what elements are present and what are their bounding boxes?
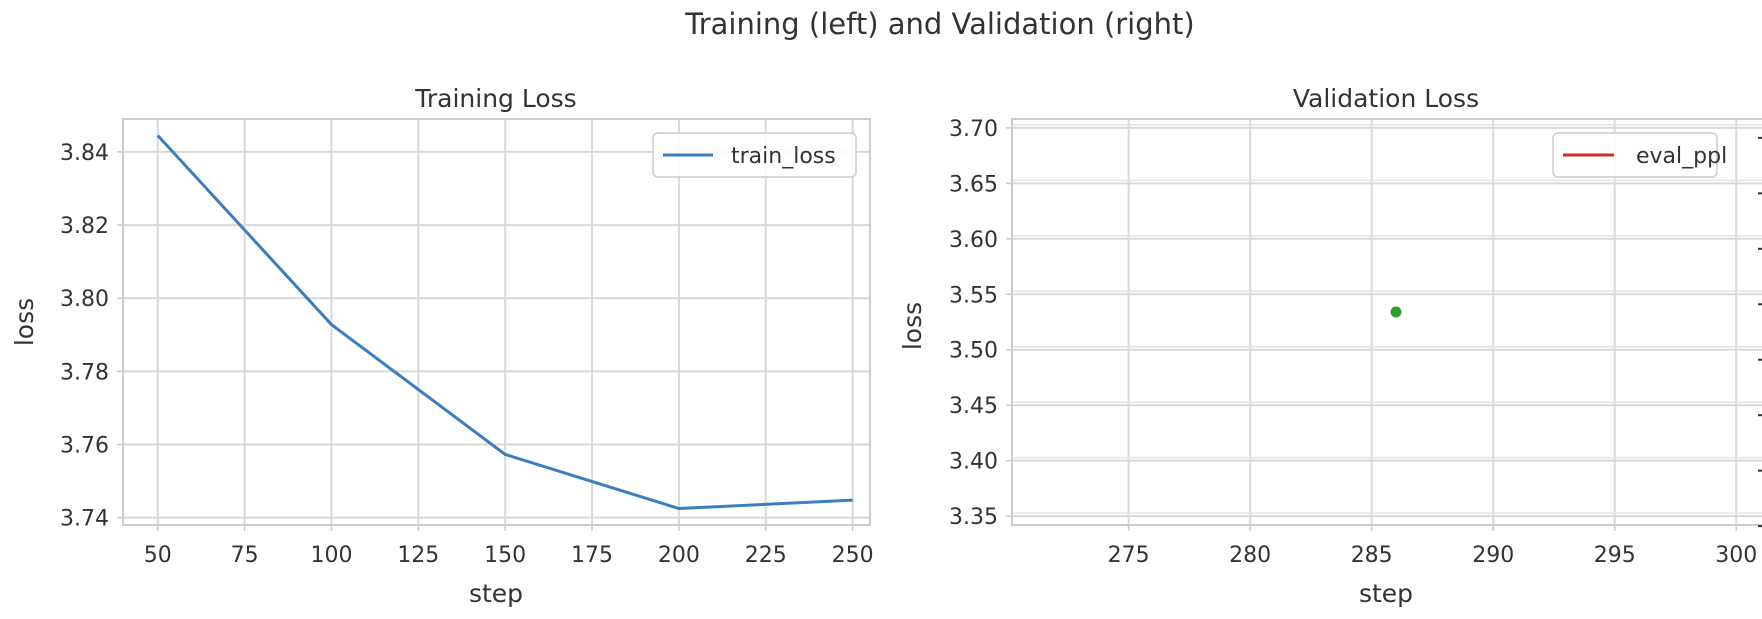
validation-ytick-label: 3.35 xyxy=(949,505,998,530)
validation-series xyxy=(1390,306,1402,318)
validation-xtick-label: 285 xyxy=(1351,543,1393,568)
validation-xtick-label: 295 xyxy=(1594,543,1636,568)
eval-ppl-legend-label: eval_ppl xyxy=(1636,144,1727,169)
validation-ylabel: loss xyxy=(898,302,927,350)
train-loss-line xyxy=(156,134,853,511)
validation-ytick-label: 3.55 xyxy=(949,283,998,308)
training-ytick-label: 3.78 xyxy=(60,360,109,385)
validation-gridlines xyxy=(1012,119,1762,525)
validation-tick-labels: 275 280 285 290 295 300 3.35 3.40 3.45 3.50 3.55 3.… xyxy=(949,117,1757,568)
figure-suptitle: Training (left) and Validation (right) xyxy=(684,7,1194,41)
training-ytick-label: 3.76 xyxy=(60,434,109,459)
validation-xtick-label: 280 xyxy=(1229,543,1271,568)
training-xtick-label: 100 xyxy=(310,543,352,568)
validation-plot-frame xyxy=(1011,118,1762,526)
validation-loss-panel: 275 280 285 290 295 300 3.35 3.40 3.45 3.50 3.55 3.… xyxy=(898,84,1762,608)
training-loss-panel: 50 75 100 125 150 175 200 225 250 3.74 3.76 3.78 3.8… xyxy=(10,84,874,608)
training-xtick-label: 225 xyxy=(745,543,787,568)
training-plot-frame xyxy=(122,118,871,526)
validation-ytick-label: 3.65 xyxy=(949,172,998,197)
eval-loss-point xyxy=(1390,306,1402,318)
validation-xtick-label: 290 xyxy=(1472,543,1514,568)
training-gridlines xyxy=(123,119,870,525)
training-ytick-label: 3.74 xyxy=(60,507,109,532)
training-xtick-label: 50 xyxy=(144,543,172,568)
validation-title: Validation Loss xyxy=(1293,84,1479,113)
training-xtick-label: 75 xyxy=(231,543,259,568)
validation-xtick-label: 300 xyxy=(1715,543,1757,568)
validation-ytick-label: 3.60 xyxy=(949,228,998,253)
validation-ytick-label: 3.50 xyxy=(949,339,998,364)
validation-xtick-label: 275 xyxy=(1108,543,1150,568)
validation-ytick-label: 3.70 xyxy=(949,117,998,142)
validation-ytick-label: 3.45 xyxy=(949,394,998,419)
training-plot-area xyxy=(123,119,870,525)
training-xtick-label: 150 xyxy=(484,543,526,568)
training-legend: train_loss xyxy=(652,132,857,178)
training-title: Training Loss xyxy=(414,84,576,113)
training-legend-box xyxy=(652,132,857,178)
training-xtick-label: 125 xyxy=(397,543,439,568)
validation-right-axis-stubs xyxy=(1758,136,1762,528)
training-xtick-label: 175 xyxy=(571,543,613,568)
training-ytick-label: 3.84 xyxy=(60,141,109,166)
validation-legend-box xyxy=(1552,132,1718,178)
validation-xlabel: step xyxy=(1359,579,1413,608)
training-xtick-label: 250 xyxy=(832,543,874,568)
training-ylabel: loss xyxy=(10,298,39,346)
training-xtick-label: 200 xyxy=(658,543,700,568)
validation-ytick-label: 3.40 xyxy=(949,450,998,475)
training-xlabel: step xyxy=(469,579,523,608)
training-series xyxy=(156,134,853,511)
train-loss-legend-label: train_loss xyxy=(731,144,836,169)
training-ytick-label: 3.82 xyxy=(60,214,109,239)
training-tick-labels: 50 75 100 125 150 175 200 225 250 3.74 3.76 3.78 3.8… xyxy=(60,141,874,568)
validation-legend: eval_ppl xyxy=(1552,132,1727,178)
training-ytick-label: 3.80 xyxy=(60,287,109,312)
